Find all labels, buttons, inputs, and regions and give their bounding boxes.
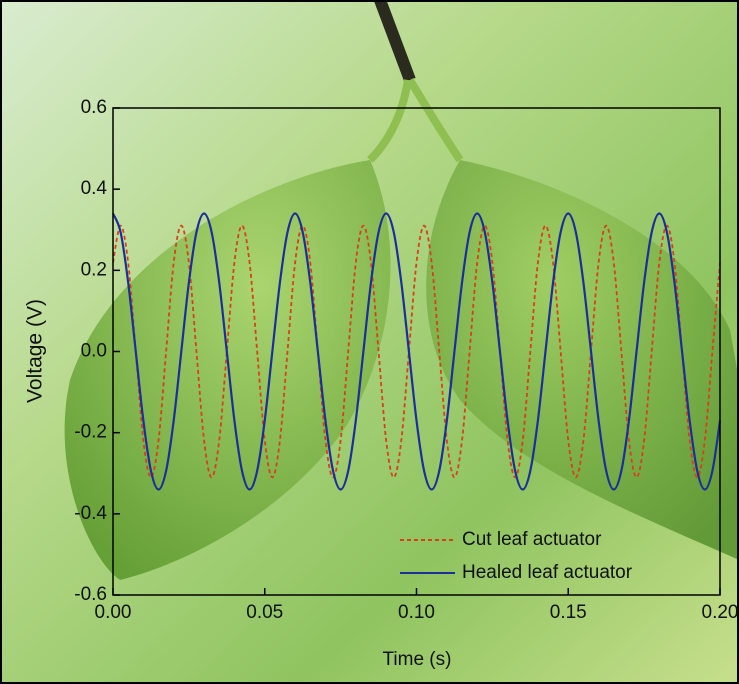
x-axis-label: Time (s) xyxy=(383,649,452,670)
series-line xyxy=(112,224,721,479)
legend-label: Cut leaf actuator xyxy=(462,529,602,550)
y-tick-label: 0.0 xyxy=(81,341,107,362)
x-tick-label: 0.05 xyxy=(246,602,283,623)
x-tick-label: 0.10 xyxy=(398,602,435,623)
plot-frame xyxy=(112,107,721,596)
y-tick-label: -0.6 xyxy=(74,584,107,605)
x-tick-label: 0.20 xyxy=(702,602,739,623)
y-tick-label: 0.6 xyxy=(81,97,107,118)
y-tick-label: 0.4 xyxy=(81,178,108,199)
y-tick-label: -0.4 xyxy=(74,503,107,524)
stem xyxy=(374,0,416,83)
y-tick-label: -0.2 xyxy=(74,422,107,443)
y-axis-label: Voltage (V) xyxy=(24,299,47,403)
x-tick-label: 0.15 xyxy=(550,602,587,623)
y-tick-label: 0.2 xyxy=(81,259,107,280)
x-tick-label: 0.00 xyxy=(95,602,132,623)
leaf xyxy=(426,160,739,560)
legend-label: Healed leaf actuator xyxy=(462,562,633,583)
leaf-stalk xyxy=(367,77,464,163)
series-line xyxy=(111,212,722,491)
